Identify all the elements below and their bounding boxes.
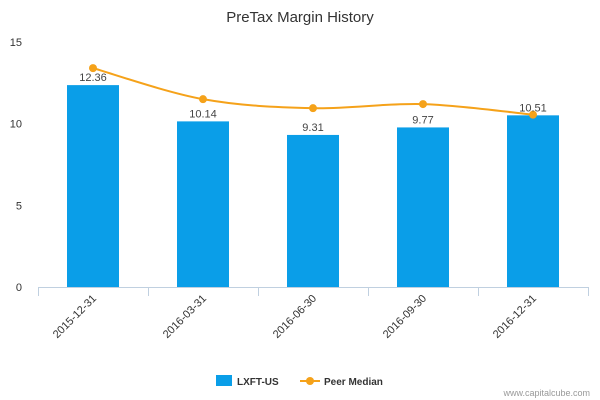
bar-value-label: 9.31 (302, 122, 323, 134)
bar-series (67, 85, 559, 288)
peer-median-point[interactable] (529, 110, 537, 119)
x-tick-label: 2015-12-31 (51, 293, 99, 341)
bar[interactable] (177, 121, 229, 287)
legend-item-peer-median[interactable]: Peer Median (300, 377, 383, 388)
bar[interactable] (397, 127, 449, 287)
legend-label-peer-median: Peer Median (324, 377, 383, 388)
y-tick-label: 5 (16, 200, 22, 212)
x-tick-label: 2016-03-31 (161, 293, 209, 341)
x-tick-label: 2016-06-30 (271, 293, 319, 341)
y-axis: 0 5 10 15 (10, 37, 22, 294)
x-tick-label: 2016-09-30 (381, 293, 429, 341)
bar[interactable] (287, 134, 339, 287)
bar[interactable] (507, 115, 559, 287)
bar-value-label: 10.51 (519, 102, 547, 114)
peer-median-point[interactable] (199, 95, 207, 104)
legend[interactable]: LXFT-US Peer Median (216, 375, 383, 388)
peer-median-point[interactable] (309, 104, 317, 113)
bar-value-label: 12.36 (79, 72, 107, 84)
legend-swatch-lxft (216, 375, 232, 386)
footer-credit: www.capitalcube.com (502, 388, 590, 398)
peer-median-point[interactable] (419, 100, 427, 109)
bar-value-label: 10.14 (189, 108, 217, 120)
y-tick-label: 10 (10, 119, 22, 131)
y-tick-label: 0 (16, 282, 22, 294)
peer-median-point[interactable] (89, 64, 97, 73)
bar[interactable] (67, 85, 119, 288)
x-axis: 2015-12-31 2016-03-31 2016-06-30 2016-09-30… (38, 287, 589, 341)
chart-title: PreTax Margin History (226, 9, 374, 26)
legend-marker-peer-median (306, 377, 314, 385)
legend-item-lxft[interactable]: LXFT-US (216, 375, 279, 388)
x-tick-label: 2016-12-31 (491, 293, 539, 341)
bar-value-label: 9.77 (412, 114, 433, 126)
line-series: 12.36 10.14 9.31 9.77 10.51 (79, 64, 547, 134)
legend-label-lxft: LXFT-US (237, 377, 279, 388)
y-tick-label: 15 (10, 37, 22, 49)
